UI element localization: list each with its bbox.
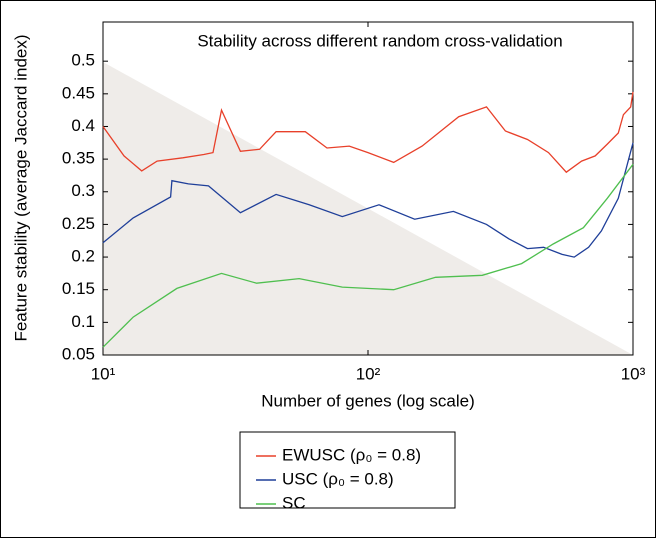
y-tick-label: 0.5 (71, 51, 95, 70)
x-axis-label: Number of genes (log scale) (261, 391, 475, 410)
x-tick-label: 10³ (621, 364, 646, 383)
y-tick-label: 0.3 (71, 181, 95, 200)
x-tick-label: 10² (356, 364, 381, 383)
legend-label: SC (282, 493, 306, 512)
legend-label: EWUSC (ρ₀ = 0.8) (282, 445, 421, 464)
series-line (102, 163, 634, 348)
series-line (102, 142, 634, 258)
y-tick-label: 0.05 (62, 344, 95, 363)
legend-box (239, 431, 456, 509)
y-tick-label: 0.4 (71, 116, 95, 135)
y-tick-label: 0.2 (71, 247, 95, 266)
series-line (102, 91, 634, 174)
x-tick-label: 10¹ (91, 364, 116, 383)
y-tick-label: 0.1 (71, 312, 95, 331)
y-tick-label: 0.45 (62, 83, 95, 102)
y-tick-label: 0.35 (62, 149, 95, 168)
y-tick-label: 0.15 (62, 279, 95, 298)
legend-label: USC (ρ₀ = 0.8) (282, 469, 394, 488)
chart-title: Stability across different random cross-… (197, 31, 562, 50)
y-axis-label: Feature stability (average Jaccard index… (11, 34, 30, 341)
y-tick-label: 0.25 (62, 214, 95, 233)
